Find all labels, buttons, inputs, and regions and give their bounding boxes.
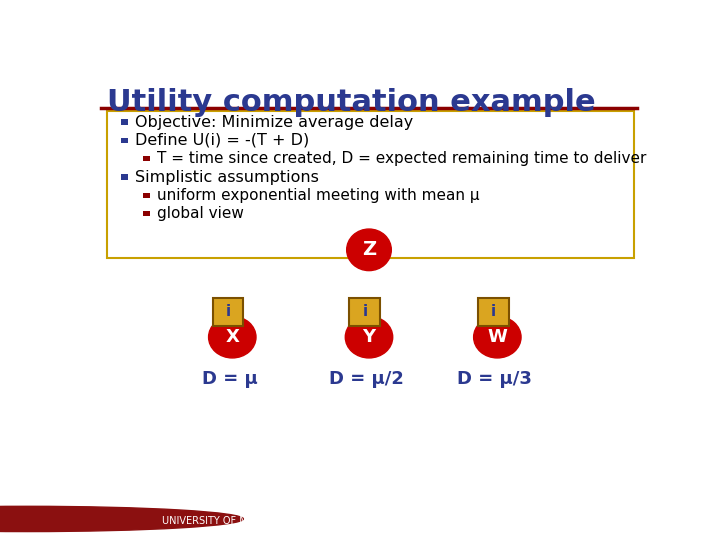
Ellipse shape xyxy=(346,316,392,358)
Text: D = μ/3: D = μ/3 xyxy=(457,370,532,388)
Text: D = μ/2: D = μ/2 xyxy=(329,370,404,388)
FancyBboxPatch shape xyxy=(121,119,128,125)
Text: Objective: Minimize average delay: Objective: Minimize average delay xyxy=(135,114,413,130)
Text: i: i xyxy=(225,305,230,320)
FancyBboxPatch shape xyxy=(121,138,128,143)
FancyBboxPatch shape xyxy=(213,299,243,326)
Text: Define U(i) = -(T + D): Define U(i) = -(T + D) xyxy=(135,133,309,148)
Text: i: i xyxy=(362,305,367,320)
Text: uniform exponential meeting with mean μ: uniform exponential meeting with mean μ xyxy=(157,188,480,203)
FancyBboxPatch shape xyxy=(107,111,634,258)
Text: T = time since created, D = expected remaining time to deliver: T = time since created, D = expected rem… xyxy=(157,151,647,166)
Circle shape xyxy=(0,507,243,531)
Text: Z: Z xyxy=(362,240,376,259)
FancyBboxPatch shape xyxy=(349,299,380,326)
FancyBboxPatch shape xyxy=(121,174,128,180)
Ellipse shape xyxy=(209,316,256,358)
Text: Y: Y xyxy=(362,328,376,346)
Ellipse shape xyxy=(347,229,392,271)
FancyBboxPatch shape xyxy=(143,156,150,161)
Text: Simplistic assumptions: Simplistic assumptions xyxy=(135,170,318,185)
Text: W: W xyxy=(487,328,508,346)
FancyBboxPatch shape xyxy=(143,193,150,198)
FancyBboxPatch shape xyxy=(478,299,508,326)
Text: Utility computation example: Utility computation example xyxy=(107,87,595,117)
Text: 44: 44 xyxy=(684,516,698,526)
Text: i: i xyxy=(490,305,495,320)
Text: global view: global view xyxy=(157,206,244,221)
Text: X: X xyxy=(225,328,239,346)
Circle shape xyxy=(0,503,301,535)
Ellipse shape xyxy=(474,316,521,358)
FancyBboxPatch shape xyxy=(143,211,150,216)
Text: D = μ: D = μ xyxy=(202,370,257,388)
Text: UNIVERSITY OF MASSACHUSETTS AMHERST  •  Department of Computer Science: UNIVERSITY OF MASSACHUSETTS AMHERST • De… xyxy=(162,516,558,526)
